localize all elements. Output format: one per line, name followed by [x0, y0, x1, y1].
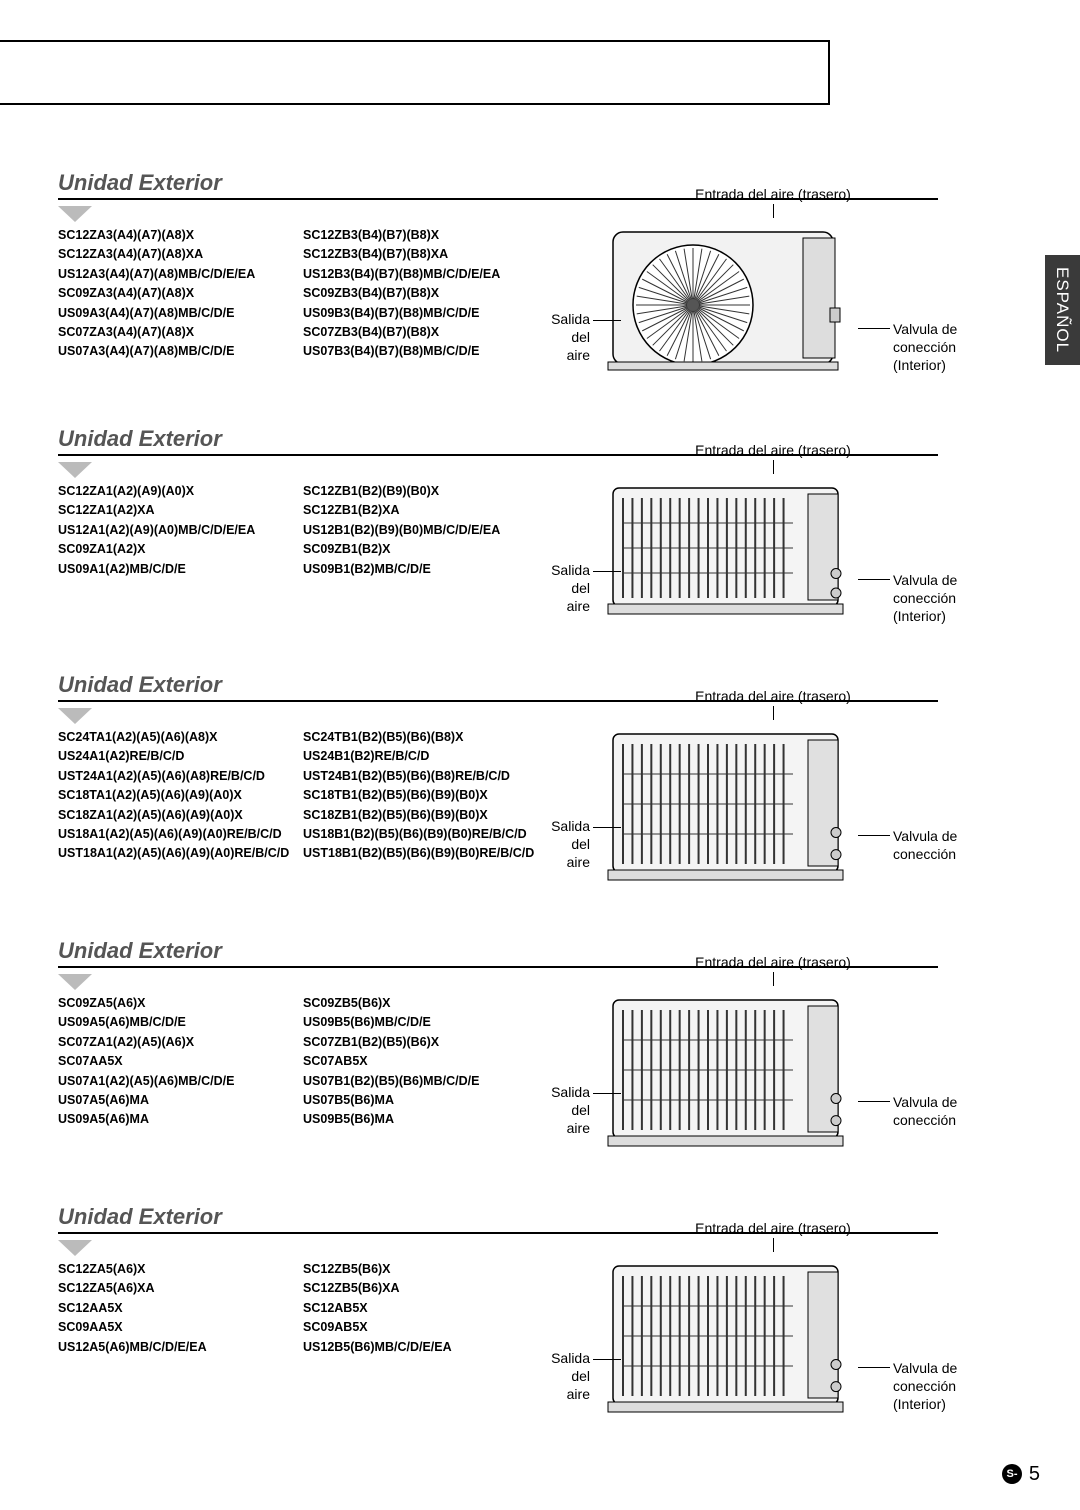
valve-label: Valvula deconección(Interior)	[893, 1359, 957, 1414]
air-outlet-label: Salida delaire	[551, 561, 590, 616]
air-inlet-label: Entrada del aire (trasero)	[558, 1220, 988, 1236]
model-list-a: SC12ZA3(A4)(A7)(A8)X SC12ZA3(A4)(A7)(A8)…	[58, 226, 303, 362]
valve-label: Valvula deconección(Interior)	[893, 320, 957, 375]
page-prefix: S-	[1002, 1464, 1022, 1484]
model-list-a: SC24TA1(A2)(A5)(A6)(A8)X US24A1(A2)RE/B/…	[58, 728, 303, 864]
air-outlet-label: Salida delaire	[551, 1349, 590, 1404]
outdoor-unit-section: Unidad Exterior SC09ZA5(A6)X US09A5(A6)M…	[58, 938, 1020, 1158]
air-inlet-label: Entrada del aire (trasero)	[558, 688, 988, 704]
unit-diagram: Entrada del aire (trasero) Salida delair…	[558, 994, 988, 1158]
model-list-b: SC12ZB1(B2)(B9)(B0)X SC12ZB1(B2)XA US12B…	[303, 482, 558, 579]
model-list-b: SC24TB1(B2)(B5)(B6)(B8)X US24B1(B2)RE/B/…	[303, 728, 558, 864]
unit-diagram: Entrada del aire (trasero) Salida delair…	[558, 728, 988, 892]
model-list-a: SC12ZA5(A6)X SC12ZA5(A6)XA SC12AA5X SC09…	[58, 1260, 303, 1357]
valve-label: Valvula deconección	[893, 1093, 957, 1129]
model-list-a: SC09ZA5(A6)X US09A5(A6)MB/C/D/E SC07ZA1(…	[58, 994, 303, 1130]
model-list-a: SC12ZA1(A2)(A9)(A0)X SC12ZA1(A2)XA US12A…	[58, 482, 303, 579]
model-list-b: SC12ZB5(B6)X SC12ZB5(B6)XA SC12AB5X SC09…	[303, 1260, 558, 1357]
unit-diagram: Entrada del aire (trasero) Salida delair…	[558, 1260, 988, 1424]
model-list-b: SC12ZB3(B4)(B7)(B8)X SC12ZB3(B4)(B7)(B8)…	[303, 226, 558, 362]
outdoor-unit-section: Unidad Exterior SC24TA1(A2)(A5)(A6)(A8)X…	[58, 672, 1020, 892]
air-inlet-label: Entrada del aire (trasero)	[558, 954, 988, 970]
outdoor-unit-section: Unidad Exterior SC12ZA5(A6)X SC12ZA5(A6)…	[58, 1204, 1020, 1424]
valve-label: Valvula deconección	[893, 827, 957, 863]
model-list-b: SC09ZB5(B6)X US09B5(B6)MB/C/D/E SC07ZB1(…	[303, 994, 558, 1130]
air-outlet-label: Salida delaire	[551, 817, 590, 872]
air-inlet-label: Entrada del aire (trasero)	[558, 186, 988, 202]
unit-diagram: Entrada del aire (trasero) Salida delair…	[558, 482, 988, 626]
air-outlet-label: Salida delaire	[551, 1083, 590, 1138]
page-number: 5	[1029, 1463, 1040, 1486]
air-outlet-label: Salida delaire	[551, 310, 590, 365]
air-inlet-label: Entrada del aire (trasero)	[558, 442, 988, 458]
outdoor-unit-section: Unidad Exterior SC12ZA1(A2)(A9)(A0)X SC1…	[58, 426, 1020, 626]
outdoor-unit-section: Unidad Exterior SC12ZA3(A4)(A7)(A8)X SC1…	[58, 170, 1020, 380]
unit-diagram: Entrada del aire (trasero) Salida delair…	[558, 226, 988, 380]
language-tab: ESPAÑOL	[1045, 255, 1080, 365]
valve-label: Valvula deconección(Interior)	[893, 571, 957, 626]
